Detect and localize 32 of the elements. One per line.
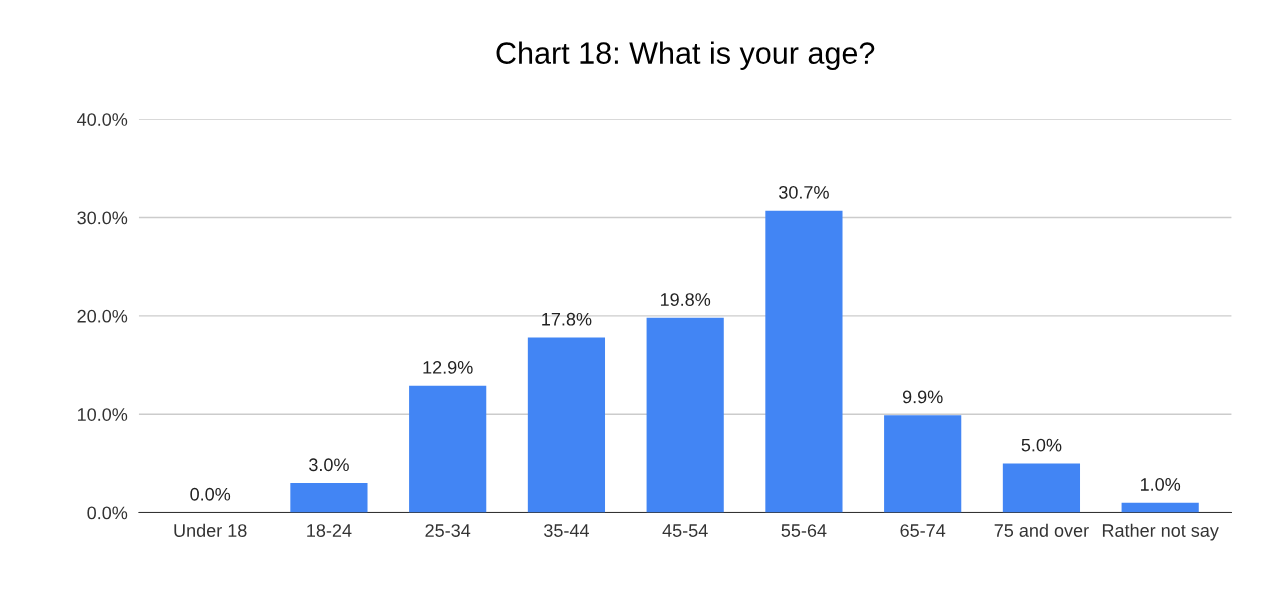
x-tick-label: 45-54 <box>662 524 708 537</box>
data-label: 30.7% <box>779 185 829 199</box>
bar <box>1002 463 1081 513</box>
x-tick-label: 35-44 <box>544 524 589 537</box>
bar <box>1121 502 1199 513</box>
x-tick-label: 65-74 <box>900 524 946 537</box>
x-tick-label: 75 and over <box>994 523 1089 537</box>
y-tick-label: 30.0% <box>77 211 128 225</box>
y-tick-label: 10.0% <box>78 408 128 421</box>
x-tick-label: Rather not say <box>1102 523 1219 541</box>
data-label: 0.0% <box>190 487 231 501</box>
x-tick-label: 18-24 <box>307 524 352 537</box>
bar <box>884 415 962 513</box>
data-label: 9.9% <box>902 390 943 404</box>
y-tick-label: 0.0% <box>87 506 128 520</box>
bar <box>409 385 487 513</box>
data-label: 19.8% <box>660 293 711 306</box>
data-label: 5.0% <box>1021 438 1062 452</box>
data-label: 1.0% <box>1140 478 1181 491</box>
x-tick-label: 25-34 <box>425 524 471 537</box>
data-label: 12.9% <box>423 361 473 374</box>
x-tick-label: Under 18 <box>174 523 247 537</box>
bar <box>765 210 843 513</box>
y-tick-label: 40.0% <box>77 113 128 126</box>
y-tick-label: 20.0% <box>77 309 128 323</box>
bar <box>646 317 724 513</box>
bar <box>527 337 606 513</box>
data-label: 3.0% <box>309 458 349 472</box>
data-label: 17.8% <box>542 312 592 326</box>
x-tick-label: 55-64 <box>781 524 827 537</box>
bar <box>290 483 368 513</box>
chart-title: Chart 18: What is your age? <box>496 41 875 70</box>
